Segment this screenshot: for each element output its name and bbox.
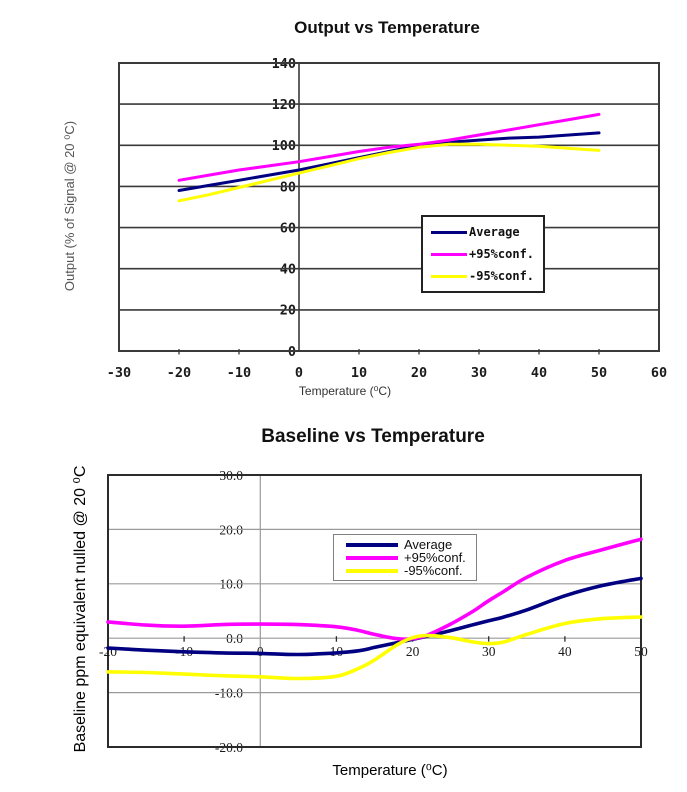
y-tick-label: 20 [280, 303, 296, 319]
legend-label-minus95: -95%conf. [469, 269, 535, 283]
minus95-line-swatch [431, 274, 467, 278]
series-line--95-conf- [177, 142, 601, 203]
average-line-swatch [431, 230, 467, 234]
legend-label-plus95: +95%conf. [469, 247, 535, 261]
x-tick-label: 50 [591, 365, 607, 381]
x-tick-label: 60 [651, 365, 667, 381]
plot-frame [118, 62, 660, 352]
minus95-line-swatch [346, 568, 398, 573]
x-tick-label: -10 [227, 365, 251, 381]
x-tick-label: 0 [295, 365, 303, 381]
legend-label-plus95: +95%conf. [404, 550, 466, 565]
x-tick-label: 0 [257, 644, 264, 659]
x-tick-label: 30 [471, 365, 487, 381]
legend-item-minus95: -95%conf. [346, 564, 476, 577]
series-line--95-conf- [106, 615, 643, 681]
output-x-axis-title: Temperature (⁰C) [298, 384, 392, 398]
legend-item-average: Average [346, 538, 476, 551]
legend-label-minus95: -95%conf. [404, 563, 463, 578]
x-tick-label: 50 [634, 644, 648, 659]
baseline-chart-legend: Average +95%conf. -95%conf. [333, 534, 477, 581]
baseline-chart-plot: -20.0-10.00.010.020.030.0-20 -10 0 10 20 30 40… [99, 468, 648, 755]
series-line-average [177, 131, 601, 192]
output-chart-title: Output vs Temperature [294, 18, 480, 37]
plus95-line-swatch [431, 252, 467, 256]
y-tick-label: 60 [280, 220, 296, 236]
legend-label-average: Average [404, 537, 453, 552]
average-line-swatch [346, 542, 398, 547]
legend-label-average: Average [469, 225, 520, 239]
output-chart-legend: Average +95%conf. -95%conf. [421, 215, 545, 293]
baseline-chart-title: Baseline vs Temperature [261, 426, 485, 447]
x-tick-label: 20 [406, 644, 420, 659]
y-tick-label: 80 [280, 179, 296, 195]
x-tick-label: 30 [482, 644, 496, 659]
baseline-x-axis-title: Temperature (⁰C) [332, 762, 448, 779]
y-tick-label: 100 [272, 138, 296, 154]
x-tick-label: -20 [167, 365, 191, 381]
x-tick-label: 10 [351, 365, 367, 381]
legend-item-plus95: +95%conf. [346, 551, 476, 564]
y-tick-label: 40 [280, 262, 296, 278]
series-line--95-conf- [177, 112, 601, 182]
x-tick-label: 20 [411, 365, 427, 381]
plot-frame [107, 474, 642, 748]
plus95-line-swatch [346, 555, 398, 560]
x-tick-label: -30 [107, 365, 131, 381]
x-tick-label: 40 [531, 365, 547, 381]
legend-item-plus95: +95%conf. [431, 247, 543, 261]
x-tick-label: 40 [558, 644, 572, 659]
legend-item-average: Average [431, 225, 543, 239]
y-tick-label: 120 [272, 97, 296, 113]
legend-item-minus95: -95%conf. [431, 269, 543, 283]
